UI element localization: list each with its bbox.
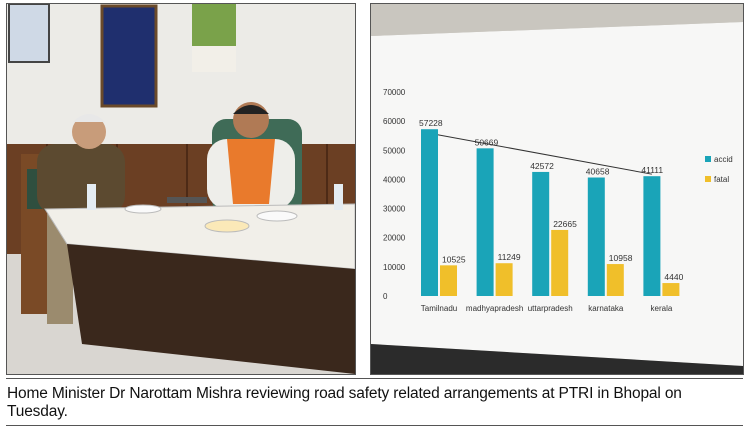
y-tick-label: 60000 [383,117,406,126]
bar-fatal [662,283,680,296]
data-label-accid: 42572 [530,161,554,171]
x-tick-label: Tamilnadu [421,304,457,313]
meeting-scene [7,4,355,374]
photo-caption: Home Minister Dr Narottam Mishra reviewi… [7,385,682,420]
data-label-fatal: 22665 [553,219,577,229]
y-tick-label: 70000 [383,88,406,97]
data-label-fatal: 11249 [498,252,521,262]
bar-accid [643,176,661,296]
bar-accid [532,171,550,296]
data-label-accid: 40658 [586,167,610,177]
bar-fatal [440,265,457,296]
y-tick-label: 20000 [383,234,406,243]
bar-fatal [495,263,513,296]
meeting-photo [6,3,356,375]
y-tick-label: 40000 [383,175,406,184]
data-label-fatal: 10958 [609,253,633,263]
x-tick-label: madhyapradesh [466,304,523,313]
data-label-accid: 50669 [475,137,499,147]
data-label-accid: 41111 [641,165,663,175]
data-label-fatal: 4440 [664,272,683,282]
caption-rule-bottom [6,425,743,426]
legend-label: accid [714,155,733,164]
y-tick-label: 30000 [383,205,406,214]
x-tick-label: kerala [651,304,673,313]
legend-swatch [705,176,711,182]
x-tick-label: uttarpradesh [528,304,573,313]
legend-label: fatal [714,175,729,184]
bar-fatal [606,264,624,296]
x-tick-label: karnataka [588,304,624,313]
bar-fatal [551,229,569,296]
bar-chart: 0 10000 20000 30000 40000 50000 60000 70000 572… [371,4,743,374]
trendline [429,132,652,175]
y-tick-label: 0 [383,292,388,301]
legend-swatch [705,156,711,162]
bar-accid [476,148,494,296]
y-tick-label: 10000 [383,263,406,272]
y-tick-label: 50000 [383,146,406,155]
data-label-fatal: 10525 [442,254,466,264]
caption-rule-top [6,378,743,379]
bar-accid [587,177,605,296]
bar-accid [421,129,438,296]
projected-chart-photo: 0 10000 20000 30000 40000 50000 60000 70000 572… [370,3,744,375]
data-label-accid: 57228 [419,118,443,128]
